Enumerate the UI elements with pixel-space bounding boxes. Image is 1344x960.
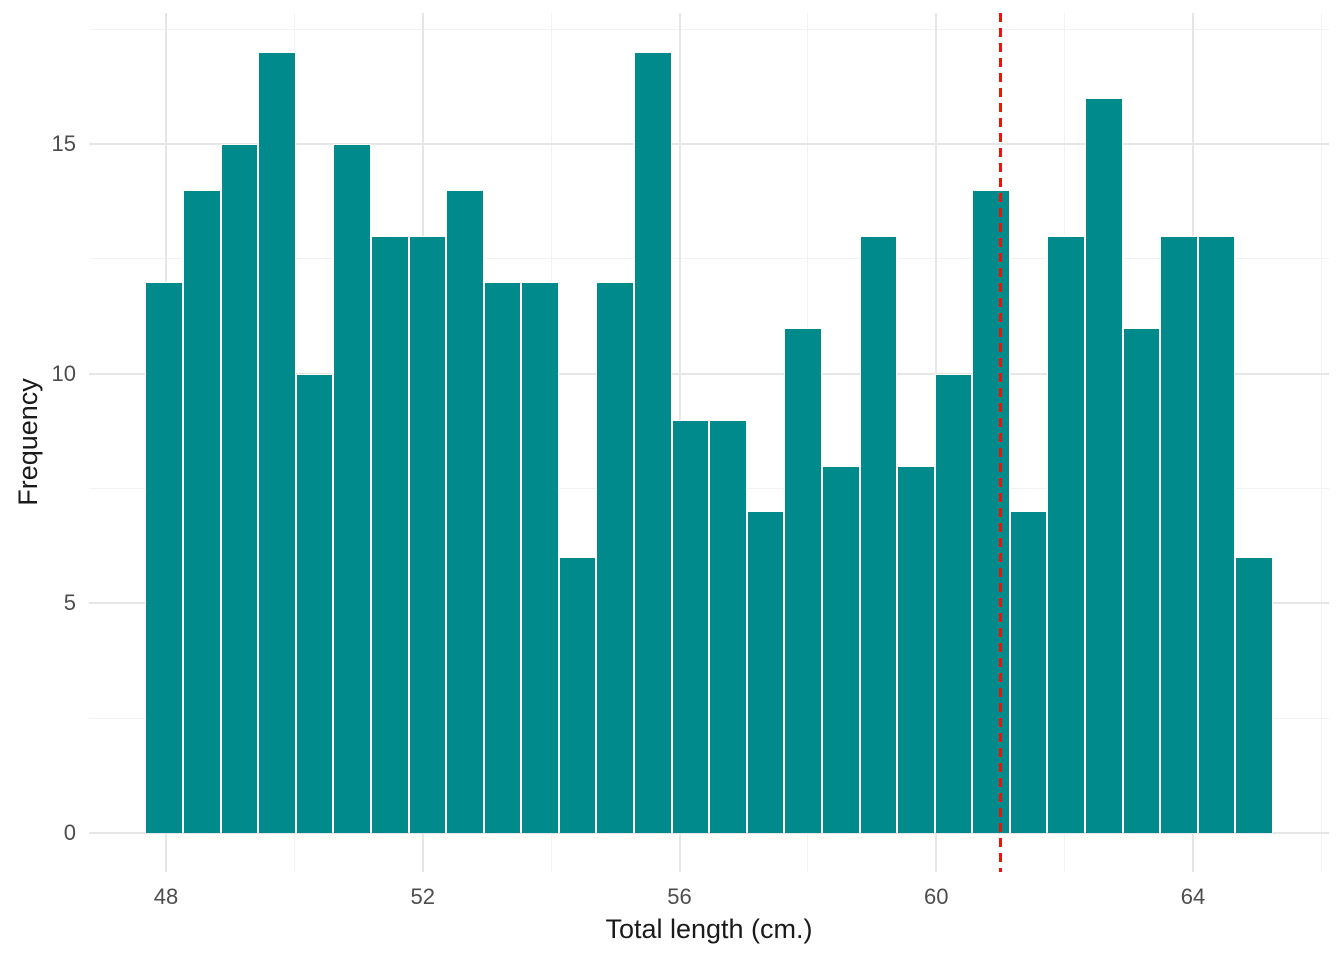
histogram-bar [1122, 327, 1161, 833]
x-axis-title: Total length (cm.) [605, 914, 813, 944]
x-tick-label: 52 [410, 884, 435, 909]
histogram-bar [1160, 235, 1198, 833]
histogram-bar [370, 235, 409, 833]
histogram-bar [258, 52, 296, 833]
histogram-bar [671, 419, 710, 833]
grid-minor-horizontal [89, 28, 1329, 30]
histogram-bar [483, 281, 522, 833]
histogram-bar [1235, 557, 1273, 833]
reference-vline [998, 13, 1002, 872]
histogram-bar [220, 144, 259, 833]
x-tick-label: 48 [153, 884, 179, 909]
histogram-bar [859, 235, 898, 833]
histogram-bar [521, 281, 559, 833]
x-tick-label: 64 [1180, 884, 1206, 909]
grid-minor-horizontal [89, 258, 1329, 260]
grid-major-horizontal [89, 372, 1329, 375]
grid-major-horizontal [89, 143, 1329, 146]
histogram-bar [821, 465, 860, 833]
histogram-bar [558, 557, 597, 833]
histogram-bar [1009, 511, 1048, 833]
histogram-bar [145, 281, 184, 833]
grid-minor-vertical [1320, 13, 1322, 872]
y-tick-label: 0 [63, 820, 76, 845]
grid-major-horizontal [89, 832, 1329, 834]
y-tick-label: 5 [63, 590, 76, 616]
histogram-bar [784, 327, 822, 833]
histogram-bar [634, 52, 672, 833]
y-tick-label: 10 [51, 360, 76, 386]
histogram-bar [709, 419, 747, 833]
histogram-bar [408, 235, 447, 833]
histogram-bar [746, 511, 785, 833]
y-tick-label: 15 [51, 131, 76, 157]
histogram-bar [1197, 235, 1236, 833]
x-tick-label: 60 [924, 884, 949, 909]
histogram-bar [972, 189, 1010, 833]
histogram-bar [446, 189, 484, 833]
histogram-bar [1085, 98, 1123, 833]
y-axis-title: Frequency [13, 378, 43, 506]
histogram-bar [897, 465, 935, 833]
histogram-bar [1047, 235, 1086, 833]
histogram-bar [295, 373, 334, 833]
x-tick-label: 56 [667, 884, 692, 909]
histogram-bar [333, 144, 371, 833]
histogram-bar [934, 373, 973, 833]
histogram-bar [596, 281, 635, 833]
histogram-bar [183, 189, 221, 833]
